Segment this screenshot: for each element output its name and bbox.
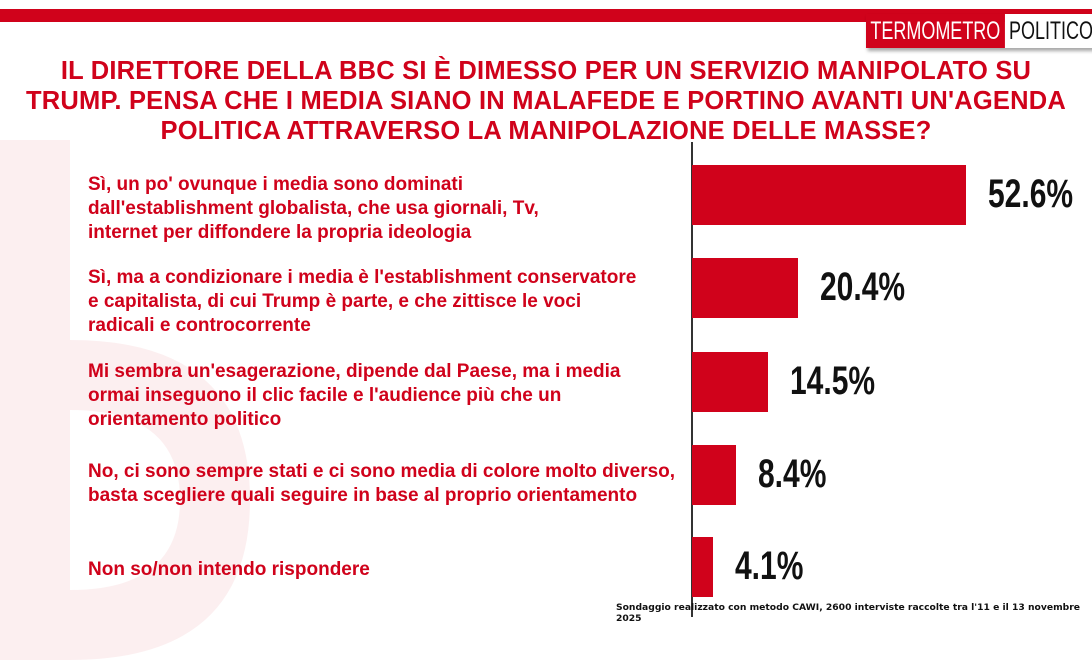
data-label: 20.4% xyxy=(820,265,906,309)
top-band xyxy=(0,9,1092,22)
y-axis-line xyxy=(691,142,693,617)
category-label: Sì, ma a condizionare i media è l'establ… xyxy=(88,267,637,336)
category-label: Sì, un po' ovunque i media sono dominati… xyxy=(88,174,539,243)
watermark-logo xyxy=(0,140,250,660)
data-label: 8.4% xyxy=(757,452,827,496)
data-label: 52.6% xyxy=(988,172,1074,216)
footnote: Sondaggio realizzato con metodo CAWI, 26… xyxy=(616,602,1080,624)
logo-part2: POLITICO xyxy=(1004,14,1092,48)
bar xyxy=(692,258,799,318)
bar xyxy=(692,352,768,412)
bar xyxy=(692,165,967,225)
category-label: Non so/non intendo rispondere xyxy=(88,559,370,580)
data-label: 4.1% xyxy=(735,544,804,588)
data-label: 14.5% xyxy=(789,359,875,403)
logo-part1: TERMOMETRO xyxy=(866,14,1005,48)
termometro-politico-logo: TERMOMETRO POLITICO xyxy=(866,14,1092,48)
bar xyxy=(692,537,714,597)
chart-title: IL DIRETTORE DELLA BBC SI È DIMESSO PER … xyxy=(26,57,1066,145)
category-label: No, ci sono sempre stati e ci sono media… xyxy=(88,461,676,506)
bar xyxy=(692,445,736,505)
category-label: Mi sembra un'esagerazione, dipende dal P… xyxy=(88,361,621,430)
